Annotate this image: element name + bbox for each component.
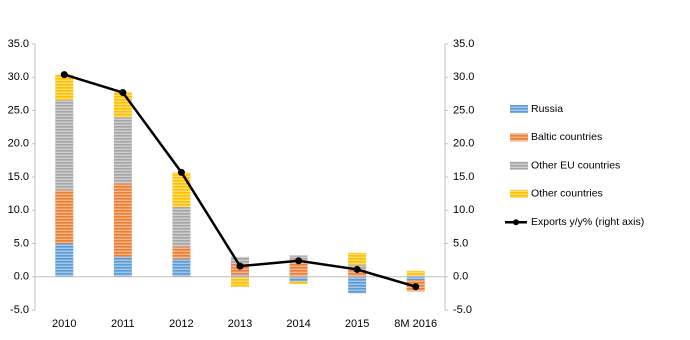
line-point	[412, 283, 420, 291]
y2-tick-label: 25.0	[453, 104, 474, 116]
legend-swatch	[510, 189, 528, 198]
y2-tick-label: 15.0	[453, 171, 474, 183]
bar-segment	[172, 206, 191, 247]
bar-segment	[113, 117, 132, 184]
legend-label: Other countries	[531, 188, 603, 200]
y-tick-label: 30.0	[8, 71, 29, 83]
y-tick-label: 0.0	[14, 271, 29, 283]
bar-segment	[55, 99, 74, 191]
x-tick-label: 2011	[111, 318, 135, 330]
legend-label: Russia	[531, 103, 563, 115]
bar-segment	[55, 74, 74, 100]
bar-segment	[406, 270, 425, 276]
x-tick-label: 2015	[345, 318, 369, 330]
bar-segment	[231, 274, 249, 277]
bar-segment	[348, 252, 367, 265]
line-point	[60, 71, 68, 79]
y2-tick-label: 5.0	[453, 237, 468, 249]
legend-dot	[513, 219, 519, 226]
y-tick-label: 10.0	[8, 204, 29, 216]
y-tick-label: 20.0	[8, 138, 29, 150]
x-tick-label: 8M 2016	[394, 318, 437, 330]
bar-segment	[55, 243, 74, 277]
line-point	[177, 168, 185, 176]
y2-tick-label: 0.0	[453, 271, 468, 283]
bar-segment	[172, 258, 191, 277]
bar-segment	[113, 183, 132, 257]
bar-segment	[231, 276, 249, 287]
bar-segment	[289, 281, 308, 285]
bar-segment	[289, 276, 308, 282]
line-point	[236, 262, 244, 270]
bar-segment	[113, 256, 132, 277]
y2-tick-label: 35.0	[453, 38, 474, 50]
y-tick-label: 25.0	[8, 104, 29, 116]
legend-label: Baltic countries	[531, 131, 602, 143]
y-tick-label: 5.0	[14, 237, 29, 249]
legend-swatch	[510, 161, 528, 170]
line-point	[119, 89, 127, 97]
y2-tick-label: 30.0	[453, 71, 474, 83]
y2-tick-label: 10.0	[453, 204, 474, 216]
bar-segment	[406, 276, 425, 281]
x-tick-label: 2013	[228, 318, 252, 330]
legend-swatch	[510, 105, 528, 113]
bar-segment	[348, 276, 367, 294]
bar-segment	[172, 172, 191, 207]
y2-tick-label: 20.0	[453, 138, 474, 150]
y-tick-label: -5.0	[10, 304, 29, 316]
y-tick-label: 35.0	[8, 38, 29, 50]
bar-segment	[348, 270, 367, 277]
legend-swatch	[510, 133, 528, 142]
bar-segment	[55, 190, 74, 244]
bar-segment	[289, 263, 308, 277]
y2-tick-label: -5.0	[453, 304, 472, 316]
bar-segment	[231, 256, 249, 264]
bar-segment	[172, 246, 191, 259]
x-tick-label: 2014	[286, 318, 310, 330]
legend-label: Other EU countries	[531, 159, 620, 171]
bar-segment	[406, 275, 425, 277]
x-tick-label: 2012	[169, 318, 193, 330]
line-point	[295, 257, 303, 265]
legend-label: Exports y/y% (right axis)	[531, 216, 644, 228]
x-tick-label: 2010	[52, 318, 76, 330]
y-tick-label: 15.0	[8, 171, 29, 183]
line-point	[353, 265, 361, 273]
